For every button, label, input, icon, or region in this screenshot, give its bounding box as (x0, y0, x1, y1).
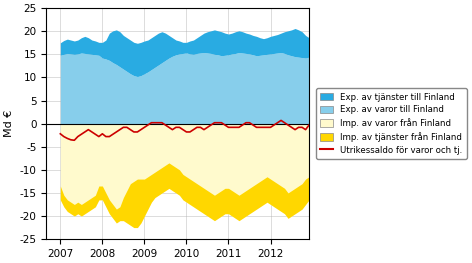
Legend: Exp. av tjänster till Finland, Exp. av varor till Finland, Imp. av varor från Fi: Exp. av tjänster till Finland, Exp. av v… (316, 88, 467, 159)
Y-axis label: Md €: Md € (4, 110, 14, 137)
